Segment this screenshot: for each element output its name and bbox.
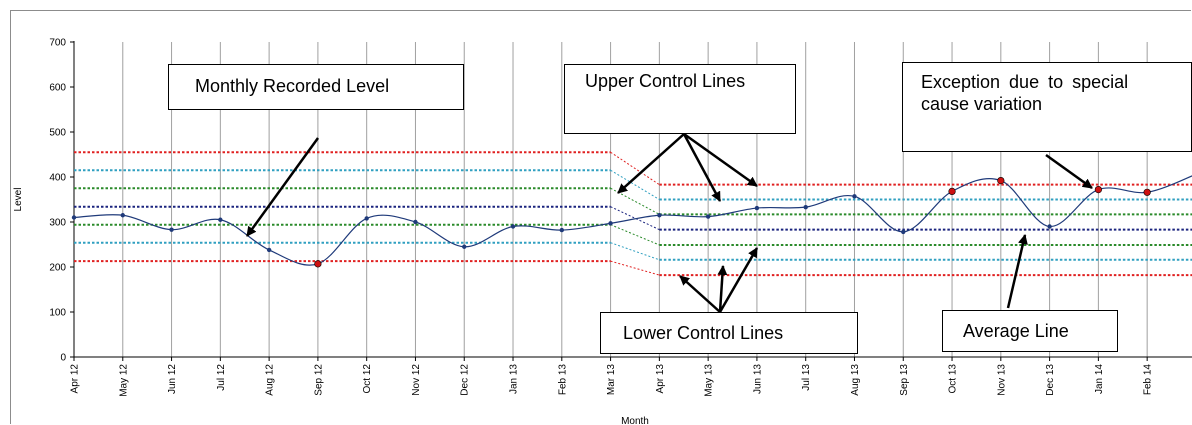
callout-average-line: Average Line	[942, 310, 1118, 352]
control-line-connector	[610, 242, 660, 261]
data-point	[608, 221, 613, 226]
control-line-connector	[610, 260, 660, 276]
y-tick-label: 100	[49, 308, 66, 319]
arrow-upper	[682, 133, 722, 202]
x-tick-label: Aug 12	[265, 364, 276, 396]
data-point	[657, 213, 662, 218]
arrow-lower	[717, 265, 728, 313]
x-tick-label: Mar 13	[606, 364, 617, 396]
control-line-connector	[610, 169, 660, 200]
x-axis-title: Month	[621, 416, 649, 425]
callout-text-line: Average Line	[963, 321, 1069, 341]
callout-text-line: Upper Control Lines	[585, 71, 746, 91]
arrow-upper	[683, 132, 758, 188]
callout-text-line: Lower Control Lines	[623, 323, 784, 343]
data-point	[1047, 224, 1052, 229]
x-tick-label: Jan 14	[1094, 364, 1105, 394]
y-tick-label: 0	[60, 353, 66, 364]
y-tick-label: 500	[49, 128, 66, 139]
x-tick-label: Sep 13	[899, 364, 910, 396]
callout-monthly-recorded-level: Monthly Recorded Level	[168, 64, 464, 110]
x-tick-label: Sep 12	[313, 364, 324, 396]
exception-point	[314, 260, 322, 268]
data-point	[218, 217, 223, 222]
data-point	[803, 204, 808, 210]
y-tick-label: 300	[49, 218, 66, 229]
data-point	[266, 247, 272, 253]
control-line-connector	[610, 224, 660, 246]
x-tick-label: Aug 13	[850, 364, 861, 396]
arrow-upper	[617, 133, 685, 194]
x-tick-label: Feb 14	[1143, 364, 1154, 396]
x-tick-label: May 13	[704, 364, 715, 397]
data-point	[901, 229, 906, 235]
exception-point	[997, 177, 1005, 185]
callout-upper-control-lines: Upper Control Lines	[564, 64, 796, 134]
exception-point	[1143, 188, 1151, 196]
control-line-connector	[610, 151, 660, 186]
callout-lower-control-lines: Lower Control Lines	[600, 312, 858, 354]
callout-exception: Exception due to special cause variation	[902, 62, 1192, 152]
y-tick-label: 700	[49, 38, 66, 49]
x-tick-label: Jul 12	[216, 364, 227, 391]
callout-text-line: Monthly Recorded Level	[195, 76, 390, 96]
chart-frame	[10, 10, 1191, 424]
control-line-connector	[610, 206, 660, 231]
y-tick-label: 600	[49, 83, 66, 94]
data-point	[754, 205, 760, 211]
arrow-average	[1006, 234, 1028, 309]
y-tick-label: 200	[49, 263, 66, 274]
arrow-lower	[679, 275, 721, 313]
data-point	[559, 227, 564, 233]
callout-text-line: cause variation	[921, 94, 1043, 114]
x-tick-label: May 12	[118, 364, 129, 397]
x-tick-label: Jul 13	[801, 364, 812, 391]
arrow-monthly	[245, 137, 320, 237]
x-tick-label: Nov 12	[411, 364, 422, 396]
x-tick-label: Oct 13	[948, 364, 959, 394]
arrow-exception	[1045, 153, 1093, 190]
data-point	[364, 216, 369, 221]
x-tick-label: Apr 12	[70, 364, 81, 394]
y-axis-title: Level	[13, 188, 24, 212]
x-tick-label: Jan 13	[509, 364, 520, 394]
callout-text-line: Exception due to special	[921, 72, 1129, 92]
x-tick-label: Nov 13	[996, 364, 1007, 396]
data-point	[413, 219, 418, 225]
data-point	[120, 213, 125, 218]
x-tick-label: Dec 13	[1045, 364, 1056, 396]
exception-point	[1094, 186, 1102, 194]
data-point	[462, 244, 467, 249]
x-tick-label: Dec 12	[460, 364, 471, 396]
x-tick-label: Jun 13	[752, 364, 763, 394]
arrow-lower	[718, 247, 759, 313]
data-point	[852, 194, 857, 199]
data-point	[510, 224, 516, 229]
data-point	[705, 214, 711, 219]
exception-point	[948, 187, 956, 195]
x-tick-label: Oct 12	[362, 364, 373, 394]
x-tick-label: Apr 13	[655, 364, 666, 394]
x-tick-label: Jun 12	[167, 364, 178, 394]
data-point	[169, 227, 174, 232]
y-tick-label: 400	[49, 173, 66, 184]
data-point	[71, 215, 77, 220]
x-tick-label: Feb 13	[557, 364, 568, 396]
